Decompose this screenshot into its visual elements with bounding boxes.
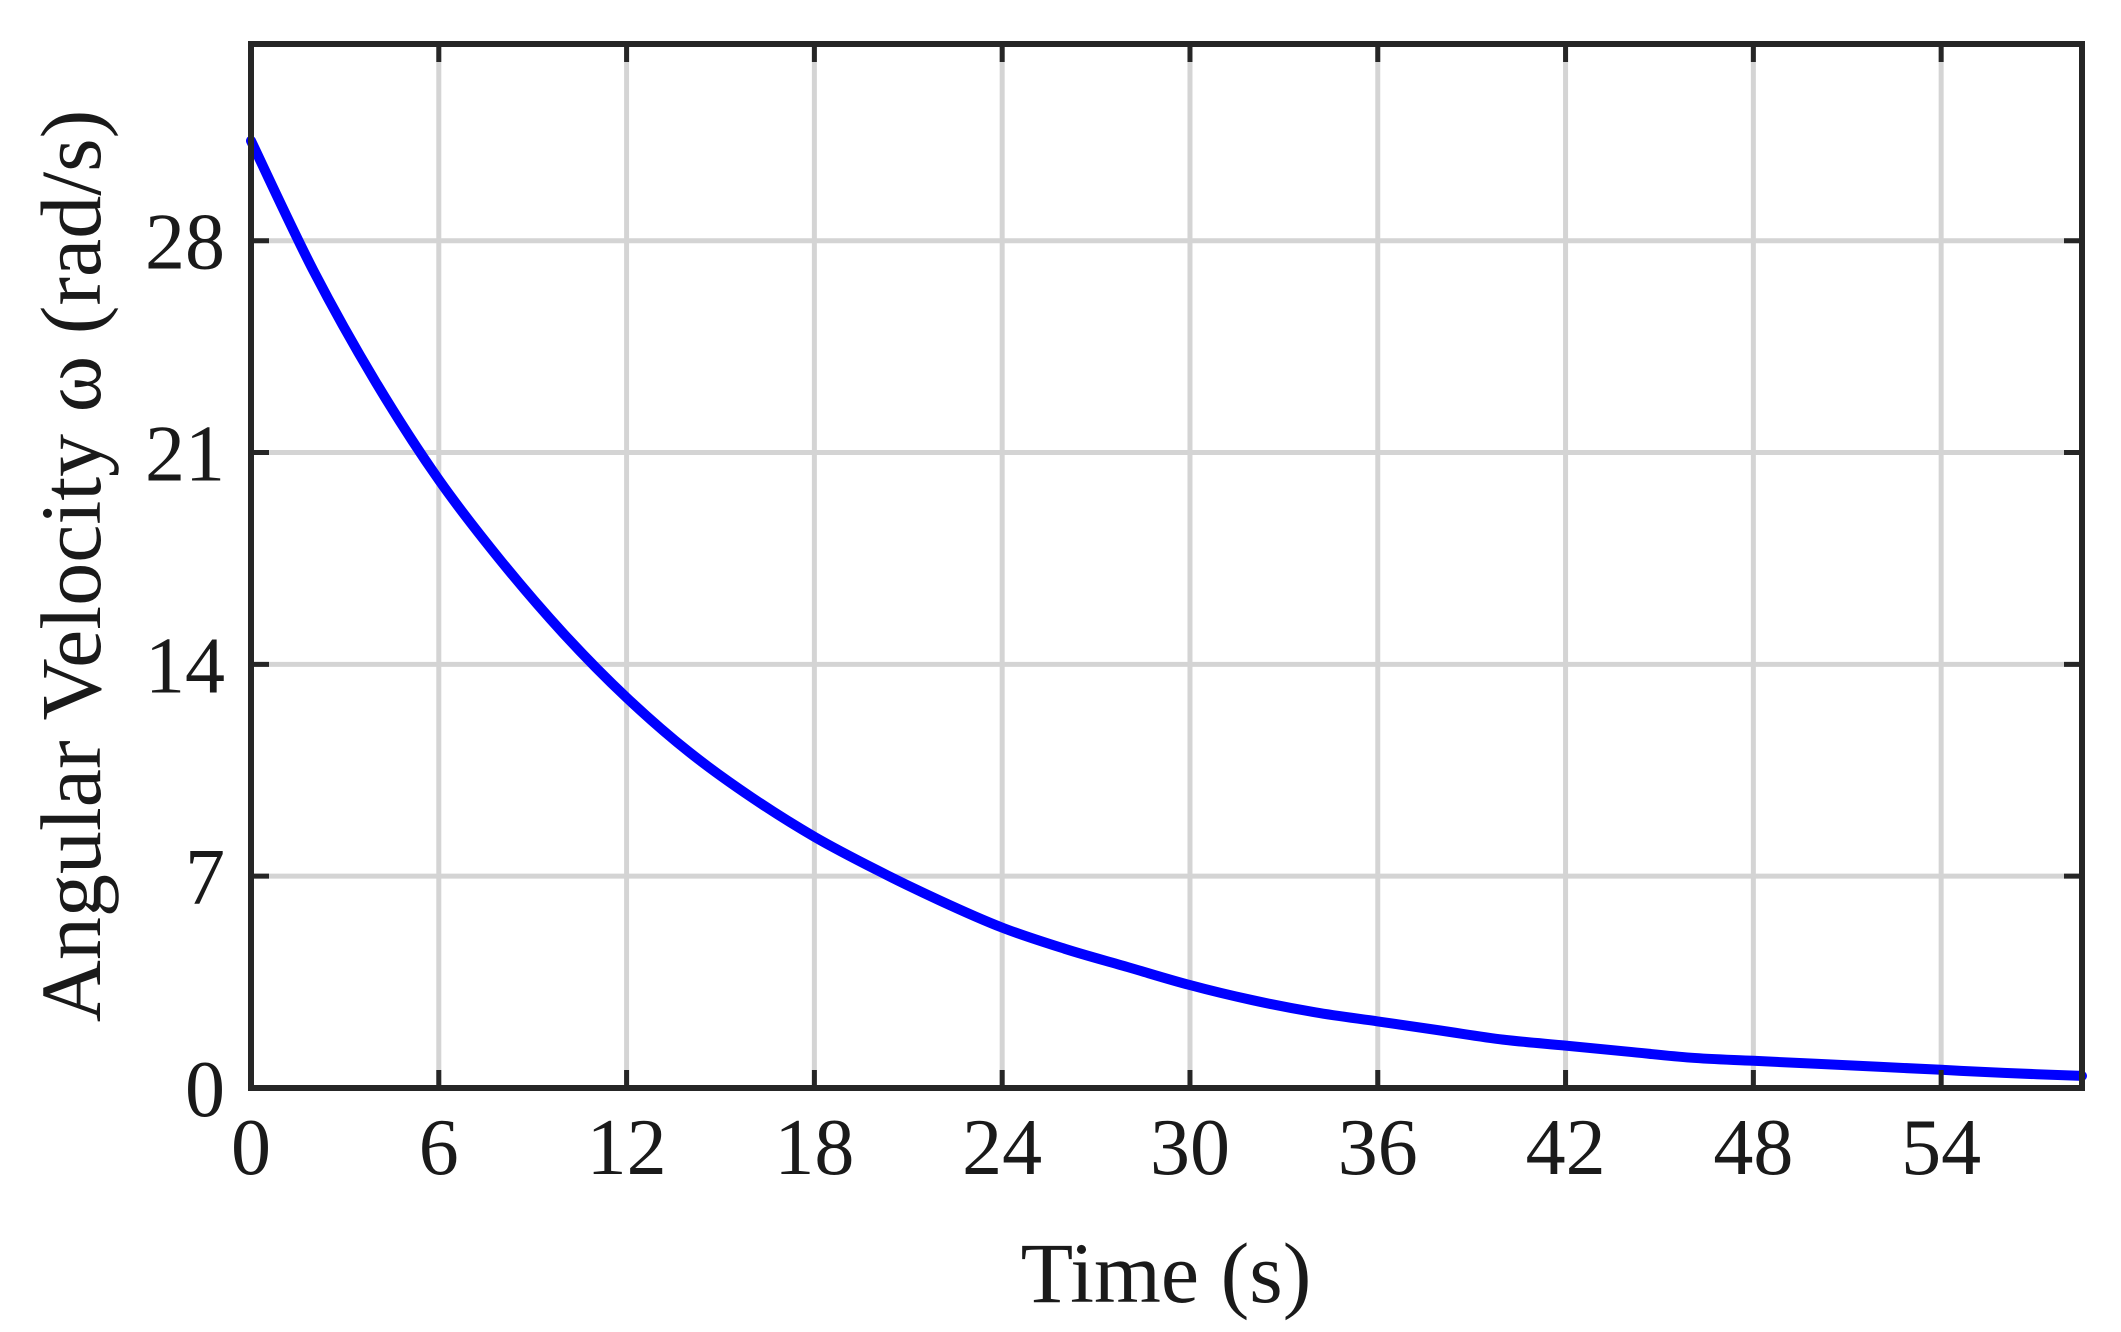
x-tick-label: 18 xyxy=(774,1104,854,1192)
x-tick-labels: 0 6 12 18 24 30 36 42 48 54 xyxy=(231,1104,1981,1192)
y-axis-label: Angular Velocity ω (rad/s) xyxy=(23,110,119,1022)
x-tick-label: 54 xyxy=(1901,1104,1981,1192)
x-tick-label: 6 xyxy=(419,1104,459,1192)
x-axis-label: Time (s) xyxy=(1021,1225,1312,1321)
x-tick-label: 36 xyxy=(1338,1104,1418,1192)
y-tick-label: 28 xyxy=(145,199,225,287)
series-line xyxy=(246,135,2087,1081)
x-tick-label: 24 xyxy=(962,1104,1042,1192)
tick-marks xyxy=(248,44,2082,1091)
x-tick-label: 0 xyxy=(231,1104,271,1192)
series-layer xyxy=(246,135,2087,1081)
y-tick-label: 21 xyxy=(145,411,225,499)
x-tick-label: 12 xyxy=(587,1104,667,1192)
x-tick-label: 30 xyxy=(1150,1104,1230,1192)
x-tick-label: 48 xyxy=(1713,1104,1793,1192)
y-tick-label: 0 xyxy=(185,1046,225,1134)
grid-lines xyxy=(251,44,2082,1088)
y-tick-label: 14 xyxy=(145,622,225,710)
plot-frame xyxy=(248,41,2085,1091)
x-tick-label: 42 xyxy=(1526,1104,1606,1192)
y-tick-label: 7 xyxy=(185,834,225,922)
y-tick-labels: 0 7 14 21 28 xyxy=(145,199,225,1134)
